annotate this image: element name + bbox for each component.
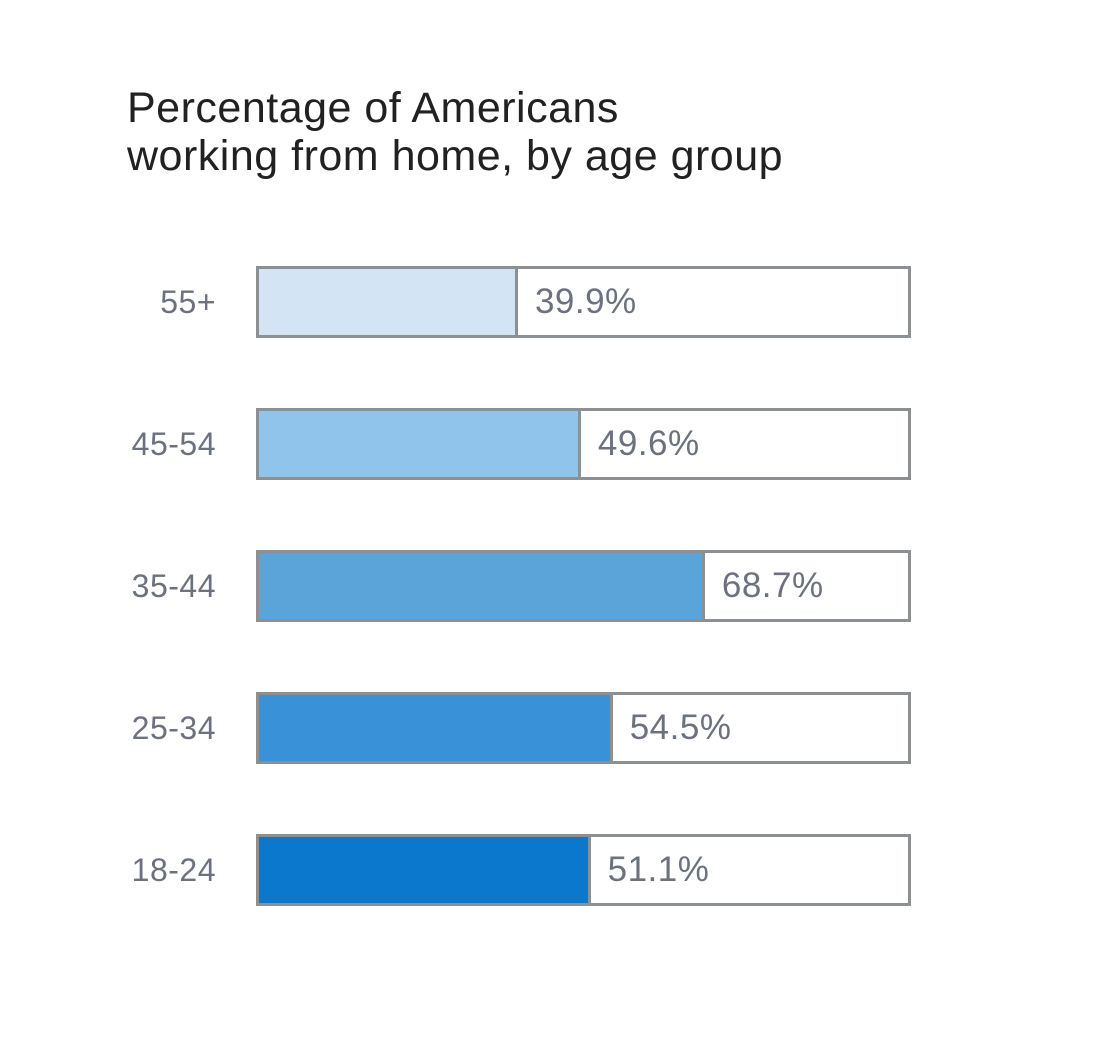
bar-track: 54.5% bbox=[256, 692, 911, 764]
value-label: 49.6% bbox=[597, 424, 700, 463]
bar-fill bbox=[259, 695, 613, 761]
bar-rows: 55+ 39.9% 45-54 49.6% 35-44 68.7% 25-34 bbox=[0, 266, 1103, 906]
bar-fill bbox=[259, 411, 581, 477]
bar-track: 51.1% bbox=[256, 834, 911, 906]
bar-row: 18-24 51.1% bbox=[0, 834, 1103, 906]
bar-fill bbox=[259, 269, 518, 335]
chart-title-line1: Percentage of Americans bbox=[127, 84, 619, 132]
chart-title-line2: working from home, by age group bbox=[127, 132, 784, 180]
bar-row: 35-44 68.7% bbox=[0, 550, 1103, 622]
bar-fill bbox=[259, 837, 591, 903]
category-label: 18-24 bbox=[131, 851, 216, 888]
value-label: 68.7% bbox=[721, 566, 824, 605]
category-label: 35-44 bbox=[131, 567, 216, 604]
value-label: 54.5% bbox=[629, 708, 732, 747]
category-label: 55+ bbox=[160, 283, 216, 320]
bar-row: 45-54 49.6% bbox=[0, 408, 1103, 480]
category-label: 25-34 bbox=[131, 709, 216, 746]
bar-track: 49.6% bbox=[256, 408, 911, 480]
bar-track: 68.7% bbox=[256, 550, 911, 622]
chart-title: Percentage of Americans working from hom… bbox=[127, 84, 1103, 180]
category-label: 45-54 bbox=[131, 425, 216, 462]
bar-row: 25-34 54.5% bbox=[0, 692, 1103, 764]
bar-fill bbox=[259, 553, 705, 619]
bar-track: 39.9% bbox=[256, 266, 911, 338]
value-label: 39.9% bbox=[534, 282, 637, 321]
value-label: 51.1% bbox=[607, 850, 710, 889]
bar-row: 55+ 39.9% bbox=[0, 266, 1103, 338]
